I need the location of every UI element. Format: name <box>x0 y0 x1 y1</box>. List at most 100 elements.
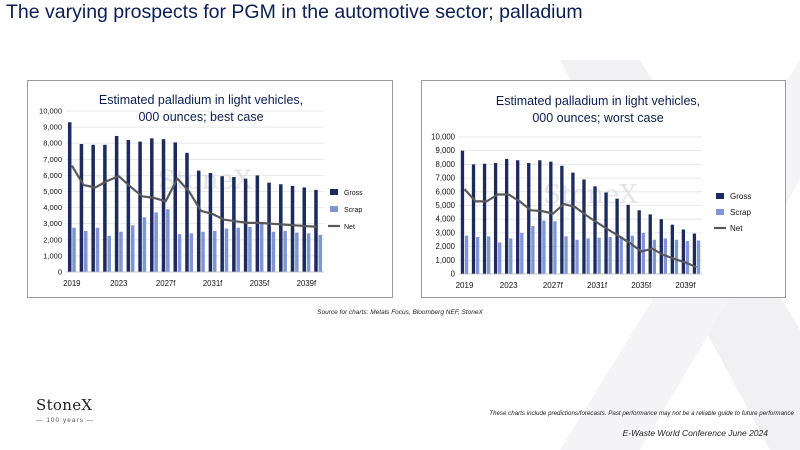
best-legend-swatch-scrap <box>330 206 338 212</box>
best-x-tick-label: 2027f <box>156 279 176 288</box>
best-bar-scrap <box>306 233 311 272</box>
best-legend-swatch-gross <box>330 189 338 195</box>
best-bar-gross <box>314 189 318 272</box>
best-bar-gross <box>161 139 166 272</box>
worst-bar-scrap <box>564 236 568 274</box>
best-y-tick-label: 3,000 <box>43 219 62 228</box>
worst-x-tick-label: 2023 <box>500 281 518 290</box>
best-bar-scrap <box>224 228 229 272</box>
best-bar-scrap <box>189 233 194 272</box>
best-bar-gross <box>138 141 142 272</box>
worst-bar-scrap <box>498 242 502 274</box>
best-bar-gross <box>173 142 178 272</box>
best-bar-scrap <box>72 227 76 272</box>
best-y-tick-label: 2,000 <box>43 235 62 244</box>
worst-bar-scrap <box>520 232 524 274</box>
worst-bar-gross <box>659 219 663 274</box>
worst-bar-scrap <box>464 235 469 274</box>
best-bar-gross <box>267 182 271 272</box>
chart-worst-case-svg: Estimated palladium in light vehicles, 00… <box>431 94 751 290</box>
worst-bar-gross <box>471 164 476 274</box>
best-y-tick-label: 6,000 <box>43 171 62 180</box>
best-bar-gross <box>290 185 295 272</box>
best-bar-scrap <box>236 227 240 272</box>
conference-label: E-Waste World Conference June 2024 <box>622 428 768 438</box>
worst-x-tick-label: 2019 <box>456 281 474 290</box>
worst-x-tick-label: 2031f <box>587 281 608 290</box>
worst-bar-scrap <box>696 240 701 274</box>
worst-bar-scrap <box>685 241 690 274</box>
best-bar-gross <box>150 138 154 272</box>
worst-legend-swatch-scrap <box>716 209 724 215</box>
worst-net-line <box>463 188 697 269</box>
worst-bar-gross <box>637 210 641 274</box>
best-bar-gross <box>220 176 224 272</box>
best-x-tick-label: 2035f <box>250 279 270 288</box>
worst-bar-gross <box>681 229 686 274</box>
worst-bar-scrap <box>586 238 590 274</box>
worst-bar-gross <box>670 224 674 274</box>
worst-y-tick-label: 8,000 <box>435 160 455 169</box>
best-bar-scrap <box>212 230 217 272</box>
worst-bar-scrap <box>542 220 546 274</box>
worst-bar-scrap <box>630 235 634 274</box>
worst-bar-gross <box>560 165 564 274</box>
chart-worst-case: Estimated palladium in light vehicles, 00… <box>421 80 786 298</box>
best-bar-gross <box>114 135 119 272</box>
best-bar-gross <box>208 172 213 272</box>
best-bar-gross <box>232 177 236 272</box>
best-bar-gross <box>79 144 84 272</box>
best-y-tick-label: 0 <box>58 268 62 277</box>
worst-x-tick-label: 2039f <box>675 281 696 290</box>
best-legend-label-scrap: Scrap <box>344 207 362 214</box>
best-bar-gross <box>279 184 283 272</box>
brand-tagline-text: 100 years <box>46 417 84 424</box>
best-bar-scrap <box>95 227 100 272</box>
worst-title-line: 000 ounces; worst case <box>532 111 663 125</box>
worst-bar-scrap <box>597 237 601 274</box>
best-bar-scrap <box>248 226 252 272</box>
best-title-line: Estimated palladium in light vehicles, <box>99 93 303 107</box>
best-bar-scrap <box>318 234 323 272</box>
worst-bar-gross <box>549 161 553 274</box>
worst-bar-gross <box>538 160 542 274</box>
worst-bar-gross <box>648 214 652 274</box>
best-legend-label-net: Net <box>344 224 355 231</box>
best-net-line <box>70 165 319 228</box>
worst-y-tick-label: 2,000 <box>435 242 455 251</box>
worst-bar-gross <box>593 186 597 274</box>
worst-x-tick-label: 2035f <box>631 281 652 290</box>
best-bar-gross <box>103 144 107 272</box>
worst-bar-gross <box>692 233 697 274</box>
worst-y-tick-label: 6,000 <box>435 187 455 196</box>
best-y-tick-label: 8,000 <box>43 139 62 148</box>
worst-bar-scrap <box>531 226 535 274</box>
best-y-tick-label: 1,000 <box>43 251 62 260</box>
worst-y-tick-label: 10,000 <box>431 133 456 142</box>
best-y-tick-label: 9,000 <box>43 123 62 132</box>
best-bar-scrap <box>166 209 170 272</box>
worst-legend-label-scrap: Scrap <box>730 208 751 217</box>
worst-bar-scrap <box>509 238 513 274</box>
best-bar-gross <box>196 170 201 272</box>
best-y-tick-label: 10,000 <box>39 107 62 116</box>
worst-y-tick-label: 9,000 <box>435 146 455 155</box>
worst-y-tick-label: 3,000 <box>435 228 455 237</box>
worst-bar-scrap <box>608 237 612 274</box>
brand-tagline: — 100 years — <box>36 417 95 424</box>
worst-title-line: Estimated palladium in light vehicles, <box>496 94 700 108</box>
worst-bar-scrap <box>674 239 679 274</box>
worst-bar-scrap <box>652 239 657 274</box>
best-bar-scrap <box>201 231 205 272</box>
worst-legend-swatch-gross <box>716 193 724 199</box>
best-bar-scrap <box>295 232 299 272</box>
best-title-line: 000 ounces; best case <box>138 110 263 124</box>
best-bar-scrap <box>107 235 111 272</box>
best-bar-gross <box>185 152 189 272</box>
disclaimer: These charts include predictions/forecas… <box>489 410 794 417</box>
best-legend-label-gross: Gross <box>344 190 363 197</box>
worst-bar-gross <box>460 150 465 274</box>
best-y-tick-label: 7,000 <box>43 155 62 164</box>
chart-best-case-svg: Estimated palladium in light vehicles,00… <box>39 93 363 288</box>
worst-bar-scrap <box>619 236 623 274</box>
